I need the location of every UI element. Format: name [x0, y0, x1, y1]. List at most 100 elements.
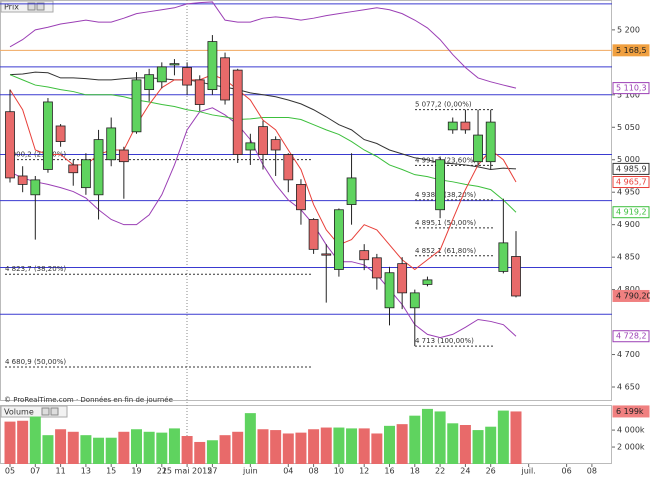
x-tick-label: 07: [30, 467, 40, 476]
candle-body: [333, 209, 344, 270]
last-value-box: [612, 289, 650, 302]
candle-body: [232, 69, 243, 155]
candle-body: [245, 142, 256, 151]
volume-bar: [320, 427, 332, 464]
x-tick-label: 16: [384, 467, 394, 476]
fib-label: 5 077,2 (0,00%): [415, 101, 472, 109]
last-value-label: 4 919,2: [616, 208, 647, 217]
candle-body: [81, 159, 91, 189]
x-tick-label: 06: [562, 467, 572, 476]
last-value-label: 4 965,7: [616, 178, 647, 187]
icon[interactable]: [41, 407, 50, 416]
x-tick-label: 25 mai 2015: [162, 467, 213, 476]
candle-body: [270, 139, 281, 151]
last-value-box: [612, 405, 650, 418]
fib-label: 4 991,3 (23,60%): [415, 156, 476, 164]
fib-label: 4 680,9 (50,00%): [5, 358, 66, 366]
x-tick-label: 12: [359, 467, 369, 476]
x-tick-label: 21: [157, 467, 167, 476]
volume-bar: [358, 428, 370, 464]
last-value-label: 6 199k: [616, 407, 644, 416]
volume-bar: [55, 429, 67, 464]
y-tick-label: 4 650: [617, 383, 640, 392]
volume-bar: [105, 437, 117, 464]
last-value-box: [612, 330, 650, 343]
x-tick-label: 08: [587, 467, 597, 476]
volume-bar: [181, 436, 193, 464]
x-tick-label: 22: [435, 467, 445, 476]
price-header: [0, 0, 54, 13]
icon[interactable]: [27, 2, 36, 11]
candle-body: [131, 79, 142, 133]
candle-body: [17, 175, 28, 185]
icon[interactable]: [36, 2, 45, 11]
y-tick-label: 5 050: [617, 123, 640, 132]
fib-label: 4 852,1 (61,80%): [415, 247, 476, 255]
candle-body: [118, 149, 129, 163]
volume-bar: [421, 408, 433, 464]
volume-bar: [206, 440, 218, 464]
last-value-box: [612, 162, 650, 175]
volume-bar: [194, 441, 206, 464]
x-tick-label: 08: [309, 467, 319, 476]
volume-bar: [485, 426, 497, 464]
candle-body: [447, 121, 458, 131]
candle-body: [359, 250, 370, 261]
source-note: © ProRealTime.com · Données en fin de jo…: [4, 396, 173, 404]
volume-bar: [384, 425, 395, 464]
last-value-box: [612, 44, 650, 57]
y-tick-label: 5 000: [617, 155, 640, 164]
volume-bar: [131, 429, 142, 464]
y-tick-label: 2 000k: [617, 443, 645, 452]
candle-body: [30, 179, 41, 196]
volume-bar: [270, 430, 282, 464]
fib-label: 5 000,2 (23,60%): [5, 151, 66, 159]
volume-title: Volume: [4, 408, 34, 417]
candle-body: [371, 257, 382, 279]
volume-bar: [29, 416, 41, 464]
x-tick-label: 18: [410, 467, 420, 476]
volume-bar: [219, 435, 231, 464]
x-tick-label: 15: [106, 467, 116, 476]
volume-bar: [308, 429, 320, 464]
y-tick-label: 5 100: [617, 90, 640, 99]
indicator-line: [9, 71, 517, 170]
volume-bar: [510, 411, 522, 464]
icon[interactable]: [50, 407, 59, 416]
volume-bar: [168, 428, 180, 464]
volume-bar: [244, 413, 256, 464]
fib-label: 4 713 (100,00%): [415, 337, 474, 345]
volume-bar: [472, 430, 484, 464]
x-tick-label: 04: [283, 467, 293, 476]
volume-bar: [396, 424, 408, 464]
candle-body: [43, 101, 53, 170]
candle-body: [485, 121, 496, 163]
last-value-label: 5 110,3: [616, 84, 647, 93]
volume-bar: [143, 431, 155, 464]
y-tick-label: 4 900: [617, 220, 640, 229]
candle-body: [68, 164, 79, 174]
last-value-label: 4 985,9: [616, 164, 647, 173]
candle-body: [296, 184, 306, 211]
volume-bar: [118, 431, 130, 464]
candle-body: [346, 177, 357, 205]
volume-bar: [295, 432, 307, 464]
x-tick-label: 05: [5, 467, 15, 476]
candle-body: [156, 66, 167, 83]
candle-body: [498, 242, 509, 272]
candle-body: [106, 127, 117, 161]
candle-body: [194, 79, 205, 105]
volume-bar: [434, 411, 446, 464]
last-value-label: 5 168,5: [616, 46, 647, 55]
volume-bar: [459, 425, 471, 464]
y-tick-label: 4 950: [617, 188, 640, 197]
candle-body: [473, 134, 483, 163]
candle-body: [144, 74, 155, 91]
volume-bar: [333, 427, 345, 464]
x-tick-label: 13: [81, 467, 91, 476]
candle-body: [220, 57, 230, 101]
candle-body: [321, 253, 332, 256]
x-tick-label: 11: [56, 467, 66, 476]
